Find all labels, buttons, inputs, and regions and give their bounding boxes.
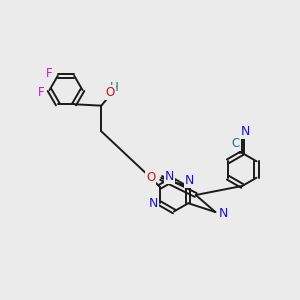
Text: N: N <box>148 197 158 210</box>
Text: O: O <box>105 86 115 99</box>
Text: N: N <box>185 174 194 187</box>
Text: N: N <box>241 125 250 138</box>
Text: O: O <box>146 171 155 184</box>
Text: C: C <box>232 136 240 150</box>
Text: N: N <box>165 170 174 183</box>
Text: N: N <box>219 207 228 220</box>
Text: H: H <box>110 81 119 94</box>
Text: F: F <box>38 86 44 99</box>
Text: F: F <box>46 67 53 80</box>
